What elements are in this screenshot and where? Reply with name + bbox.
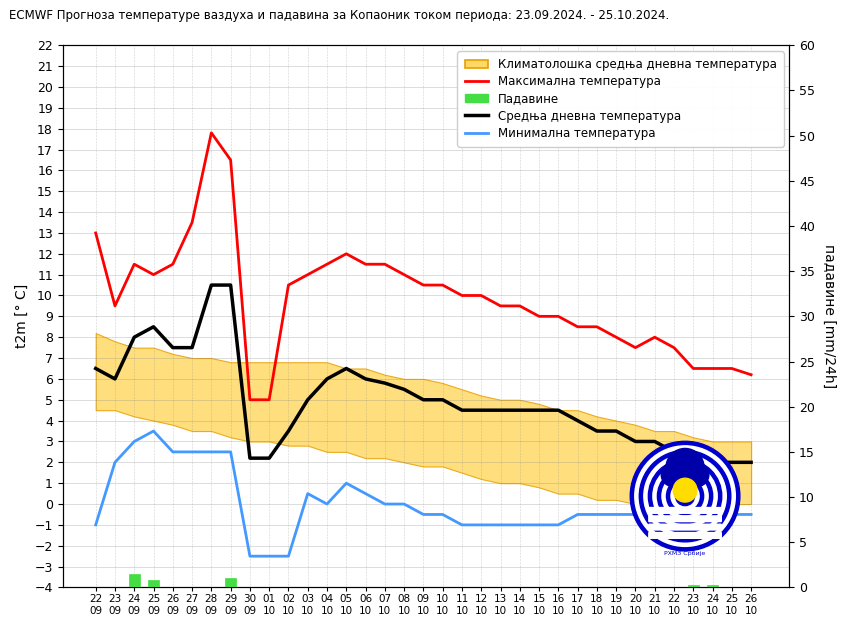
Circle shape <box>673 478 697 502</box>
Circle shape <box>676 487 694 505</box>
Bar <box>226 579 236 587</box>
Bar <box>688 585 699 587</box>
FancyBboxPatch shape <box>648 507 722 514</box>
Circle shape <box>666 449 704 487</box>
Circle shape <box>644 455 726 538</box>
Y-axis label: t2m [° C]: t2m [° C] <box>15 284 29 348</box>
Text: РХМЗ Србије: РХМЗ Србије <box>665 551 705 556</box>
Circle shape <box>648 459 722 533</box>
FancyBboxPatch shape <box>648 515 722 522</box>
Circle shape <box>635 446 735 546</box>
Legend: Климатолошка средња дневна температура, Максимална температура, Падавине, Средња: Климатолошка средња дневна температура, … <box>458 51 784 147</box>
Bar <box>707 585 718 587</box>
Circle shape <box>658 468 712 524</box>
FancyBboxPatch shape <box>648 532 722 539</box>
FancyBboxPatch shape <box>648 524 722 531</box>
Circle shape <box>653 464 717 528</box>
Y-axis label: падавине [mm/24h]: падавине [mm/24h] <box>822 244 836 389</box>
Circle shape <box>661 463 685 487</box>
Circle shape <box>666 478 704 515</box>
Bar <box>148 581 159 587</box>
Circle shape <box>639 451 731 542</box>
Text: ECMWF Прогноза температуре ваздуха и падавина за Копаоник током периода: 23.09.2: ECMWF Прогноза температуре ваздуха и пад… <box>9 9 669 23</box>
Circle shape <box>685 463 709 487</box>
Circle shape <box>662 473 708 519</box>
Bar <box>129 574 140 587</box>
Circle shape <box>631 441 740 551</box>
Circle shape <box>671 482 700 510</box>
